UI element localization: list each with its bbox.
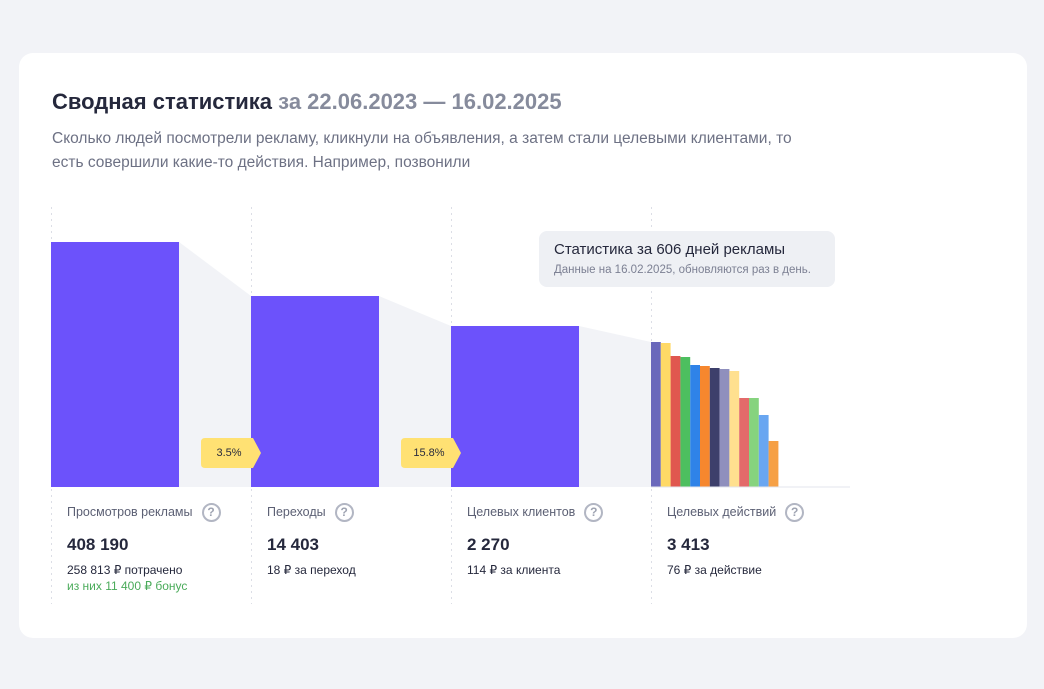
action-bar[interactable] (749, 398, 759, 487)
action-bar[interactable] (719, 369, 730, 487)
funnel-flow (179, 242, 251, 487)
metric-label: Просмотров рекламы (67, 505, 193, 519)
action-bar[interactable] (660, 343, 671, 487)
stats-tooltip: Статистика за 606 дней рекламы Данные на… (539, 231, 835, 287)
metric-views: Просмотров рекламы? 408 190 258 813 ₽ по… (67, 500, 257, 594)
action-bar[interactable] (670, 356, 681, 487)
metric-clients: Целевых клиентов? 2 270 114 ₽ за клиента (467, 500, 657, 578)
metric-value: 14 403 (267, 535, 319, 554)
metric-sub: 18 ₽ за переход (267, 563, 356, 577)
action-bar[interactable] (768, 441, 779, 487)
help-icon[interactable]: ? (201, 502, 221, 522)
action-bar[interactable] (758, 415, 769, 487)
action-bar[interactable] (680, 357, 691, 487)
funnel-bar[interactable] (451, 326, 579, 487)
action-bar[interactable] (700, 366, 710, 487)
metric-label: Переходы (267, 505, 326, 519)
conversion-rate: 15.8% (413, 447, 445, 459)
metric-bonus: из них 11 400 ₽ бонус (67, 579, 188, 593)
conversion-rate: 3.5% (216, 447, 242, 459)
conversion-badge-clicks: 3.5% (201, 438, 263, 468)
page-title: Сводная статистика за 22.06.2023 — 16.02… (52, 88, 562, 116)
date-range: за 22.06.2023 — 16.02.2025 (278, 89, 562, 114)
action-bar[interactable] (709, 368, 720, 487)
metric-actions: Целевых действий? 3 413 76 ₽ за действие (667, 500, 857, 578)
metric-value: 408 190 (67, 535, 129, 554)
help-icon[interactable]: ? (334, 502, 354, 522)
title-text: Сводная статистика (52, 89, 273, 114)
metric-value: 3 413 (667, 535, 710, 554)
help-icon[interactable]: ? (584, 502, 604, 522)
metric-label: Целевых действий (667, 505, 777, 519)
metric-sub: 114 ₽ за клиента (467, 563, 561, 577)
tooltip-subtitle: Данные на 16.02.2025, обновляются раз в … (554, 264, 811, 276)
funnel-flow (579, 326, 651, 487)
action-bar[interactable] (690, 365, 700, 487)
metric-value: 2 270 (467, 535, 510, 554)
action-bar[interactable] (729, 371, 740, 487)
action-bar[interactable] (651, 342, 661, 487)
funnel-bar[interactable] (51, 242, 179, 487)
metric-sub: 258 813 ₽ потрачено (67, 563, 183, 577)
metric-label: Целевых клиентов (467, 505, 576, 519)
metric-clicks: Переходы? 14 403 18 ₽ за переход (267, 500, 457, 578)
metric-sub: 76 ₽ за действие (667, 563, 762, 577)
tooltip-title: Статистика за 606 дней рекламы (554, 241, 786, 258)
help-icon[interactable]: ? (785, 502, 805, 522)
conversion-badge-clients: 15.8% (401, 438, 463, 468)
action-bar[interactable] (739, 398, 749, 487)
funnel-bar[interactable] (251, 296, 379, 487)
description: Сколько людей посмотрели рекламу, кликну… (52, 130, 792, 171)
